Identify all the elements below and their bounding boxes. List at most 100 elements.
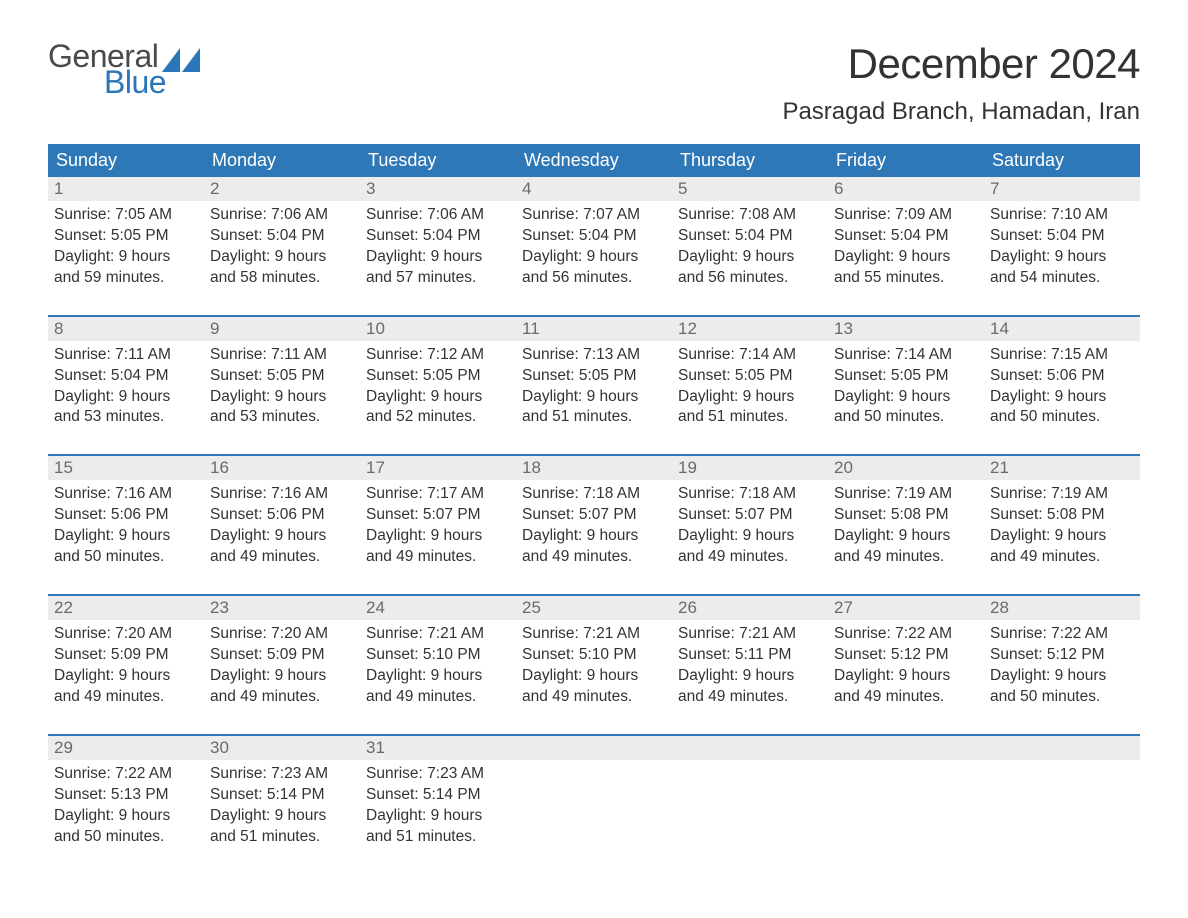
day-cell [984, 760, 1140, 854]
day-cell: Sunrise: 7:22 AMSunset: 5:12 PMDaylight:… [984, 620, 1140, 714]
day-number [984, 736, 1140, 760]
sunset-text: Sunset: 5:12 PM [834, 645, 978, 666]
calendar-week: 1234567Sunrise: 7:05 AMSunset: 5:05 PMDa… [48, 177, 1140, 295]
weekday-header-row: SundayMondayTuesdayWednesdayThursdayFrid… [48, 144, 1140, 177]
day-cell: Sunrise: 7:19 AMSunset: 5:08 PMDaylight:… [828, 480, 984, 574]
sunrise-text: Sunrise: 7:22 AM [834, 624, 978, 645]
sunset-text: Sunset: 5:12 PM [990, 645, 1134, 666]
sunset-text: Sunset: 5:04 PM [210, 226, 354, 247]
sunset-text: Sunset: 5:09 PM [210, 645, 354, 666]
day-cell: Sunrise: 7:14 AMSunset: 5:05 PMDaylight:… [672, 341, 828, 435]
brand-logo: General Blue [48, 40, 200, 98]
daylight-line2: and 51 minutes. [366, 827, 510, 848]
daylight-line2: and 50 minutes. [834, 407, 978, 428]
day-cell: Sunrise: 7:06 AMSunset: 5:04 PMDaylight:… [204, 201, 360, 295]
daylight-line2: and 49 minutes. [210, 547, 354, 568]
daylight-line1: Daylight: 9 hours [54, 666, 198, 687]
daylight-line1: Daylight: 9 hours [366, 387, 510, 408]
day-cell: Sunrise: 7:14 AMSunset: 5:05 PMDaylight:… [828, 341, 984, 435]
day-number: 11 [516, 317, 672, 341]
daylight-line2: and 49 minutes. [834, 687, 978, 708]
day-data-row: Sunrise: 7:16 AMSunset: 5:06 PMDaylight:… [48, 480, 1140, 574]
day-cell: Sunrise: 7:18 AMSunset: 5:07 PMDaylight:… [672, 480, 828, 574]
daylight-line2: and 49 minutes. [366, 547, 510, 568]
day-number-row: 891011121314 [48, 317, 1140, 341]
sunset-text: Sunset: 5:05 PM [54, 226, 198, 247]
sunrise-text: Sunrise: 7:13 AM [522, 345, 666, 366]
sunrise-text: Sunrise: 7:22 AM [54, 764, 198, 785]
daylight-line2: and 49 minutes. [522, 687, 666, 708]
sunset-text: Sunset: 5:10 PM [522, 645, 666, 666]
sunrise-text: Sunrise: 7:05 AM [54, 205, 198, 226]
day-number: 19 [672, 456, 828, 480]
day-number: 30 [204, 736, 360, 760]
sunrise-text: Sunrise: 7:21 AM [522, 624, 666, 645]
day-cell: Sunrise: 7:21 AMSunset: 5:11 PMDaylight:… [672, 620, 828, 714]
calendar-grid: SundayMondayTuesdayWednesdayThursdayFrid… [48, 144, 1140, 853]
daylight-line1: Daylight: 9 hours [990, 387, 1134, 408]
header-row: General Blue December 2024 Pasragad Bran… [48, 40, 1140, 126]
day-number: 6 [828, 177, 984, 201]
sunset-text: Sunset: 5:04 PM [54, 366, 198, 387]
daylight-line2: and 50 minutes. [990, 687, 1134, 708]
sunset-text: Sunset: 5:05 PM [678, 366, 822, 387]
day-cell: Sunrise: 7:21 AMSunset: 5:10 PMDaylight:… [360, 620, 516, 714]
day-number: 4 [516, 177, 672, 201]
sunrise-text: Sunrise: 7:08 AM [678, 205, 822, 226]
sunrise-text: Sunrise: 7:15 AM [990, 345, 1134, 366]
sunrise-text: Sunrise: 7:06 AM [366, 205, 510, 226]
daylight-line2: and 49 minutes. [834, 547, 978, 568]
daylight-line1: Daylight: 9 hours [210, 387, 354, 408]
day-number: 3 [360, 177, 516, 201]
daylight-line1: Daylight: 9 hours [834, 666, 978, 687]
day-cell: Sunrise: 7:12 AMSunset: 5:05 PMDaylight:… [360, 341, 516, 435]
daylight-line2: and 49 minutes. [678, 687, 822, 708]
day-number: 7 [984, 177, 1140, 201]
sunrise-text: Sunrise: 7:20 AM [54, 624, 198, 645]
daylight-line1: Daylight: 9 hours [834, 526, 978, 547]
day-cell [672, 760, 828, 854]
daylight-line1: Daylight: 9 hours [990, 526, 1134, 547]
sunrise-text: Sunrise: 7:09 AM [834, 205, 978, 226]
day-cell: Sunrise: 7:13 AMSunset: 5:05 PMDaylight:… [516, 341, 672, 435]
daylight-line2: and 49 minutes. [210, 687, 354, 708]
day-number: 31 [360, 736, 516, 760]
day-cell: Sunrise: 7:22 AMSunset: 5:12 PMDaylight:… [828, 620, 984, 714]
daylight-line1: Daylight: 9 hours [366, 247, 510, 268]
day-number: 12 [672, 317, 828, 341]
daylight-line1: Daylight: 9 hours [834, 247, 978, 268]
day-number: 2 [204, 177, 360, 201]
day-cell: Sunrise: 7:20 AMSunset: 5:09 PMDaylight:… [204, 620, 360, 714]
daylight-line2: and 49 minutes. [366, 687, 510, 708]
sunrise-text: Sunrise: 7:23 AM [210, 764, 354, 785]
day-cell: Sunrise: 7:22 AMSunset: 5:13 PMDaylight:… [48, 760, 204, 854]
sunset-text: Sunset: 5:05 PM [210, 366, 354, 387]
calendar-week: 891011121314 Sunrise: 7:11 AMSunset: 5:04… [48, 315, 1140, 435]
weekday-header: Sunday [48, 144, 204, 177]
day-cell: Sunrise: 7:10 AMSunset: 5:04 PMDaylight:… [984, 201, 1140, 295]
daylight-line2: and 49 minutes. [678, 547, 822, 568]
sunset-text: Sunset: 5:04 PM [522, 226, 666, 247]
day-cell: Sunrise: 7:19 AMSunset: 5:08 PMDaylight:… [984, 480, 1140, 574]
sunset-text: Sunset: 5:04 PM [678, 226, 822, 247]
sunrise-text: Sunrise: 7:11 AM [54, 345, 198, 366]
weeks-container: 1234567Sunrise: 7:05 AMSunset: 5:05 PMDa… [48, 177, 1140, 853]
daylight-line1: Daylight: 9 hours [990, 247, 1134, 268]
sunrise-text: Sunrise: 7:21 AM [366, 624, 510, 645]
daylight-line1: Daylight: 9 hours [210, 247, 354, 268]
daylight-line1: Daylight: 9 hours [678, 387, 822, 408]
daylight-line1: Daylight: 9 hours [366, 666, 510, 687]
day-number: 20 [828, 456, 984, 480]
day-cell: Sunrise: 7:17 AMSunset: 5:07 PMDaylight:… [360, 480, 516, 574]
sunset-text: Sunset: 5:04 PM [990, 226, 1134, 247]
sunrise-text: Sunrise: 7:10 AM [990, 205, 1134, 226]
day-number: 14 [984, 317, 1140, 341]
daylight-line2: and 49 minutes. [990, 547, 1134, 568]
sunset-text: Sunset: 5:05 PM [522, 366, 666, 387]
sunrise-text: Sunrise: 7:19 AM [990, 484, 1134, 505]
day-cell: Sunrise: 7:09 AMSunset: 5:04 PMDaylight:… [828, 201, 984, 295]
daylight-line2: and 59 minutes. [54, 268, 198, 289]
sunset-text: Sunset: 5:08 PM [990, 505, 1134, 526]
daylight-line2: and 49 minutes. [54, 687, 198, 708]
weekday-header: Friday [828, 144, 984, 177]
